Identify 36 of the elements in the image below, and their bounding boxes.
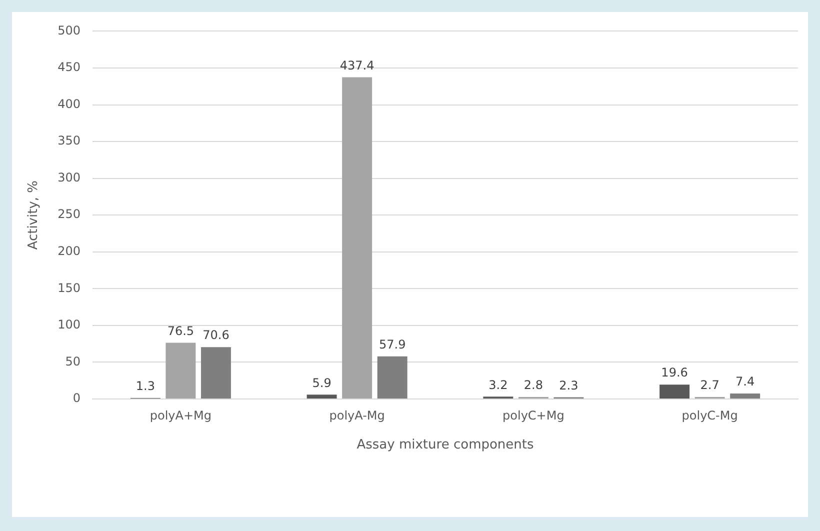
bar	[200, 347, 231, 398]
y-tick-label: 400	[58, 96, 81, 111]
data-label: 57.9	[378, 338, 406, 352]
data-label: 5.9	[312, 376, 332, 390]
y-tick-label: 0	[72, 391, 81, 406]
y-tick-label: 500	[58, 23, 81, 38]
x-tick-label: polyC-Mg	[682, 408, 738, 422]
y-axis-title: Activity, %	[26, 180, 42, 250]
bar	[342, 77, 372, 398]
data-label: 437.4	[340, 58, 374, 72]
bar	[377, 356, 408, 398]
x-tick-label: polyC+Mg	[502, 408, 564, 422]
bar	[166, 342, 196, 398]
data-label: 2.3	[559, 378, 578, 392]
data-label: 2.8	[524, 378, 543, 392]
data-label: 1.3	[136, 379, 155, 394]
y-tick-label: 450	[58, 60, 81, 74]
data-label: 7.4	[736, 374, 755, 389]
data-label: 3.2	[488, 378, 508, 392]
y-tick-label: 100	[58, 318, 81, 332]
x-axis-title: Assay mixture components	[356, 438, 534, 453]
bar	[730, 394, 760, 398]
x-tick-label: polyA-Mg	[329, 408, 385, 422]
y-tick-label: 200	[58, 244, 81, 258]
y-tick-label: 250	[58, 207, 81, 222]
y-tick-label: 150	[58, 280, 81, 295]
y-tick-label: 50	[65, 354, 81, 368]
data-label: 2.7	[700, 378, 720, 392]
y-tick-label: 350	[58, 134, 81, 148]
x-tick-label: polyA+Mg	[150, 408, 212, 422]
data-label: 76.5	[167, 324, 194, 338]
bar	[660, 384, 690, 398]
bar	[306, 394, 337, 398]
y-tick-label: 300	[58, 170, 81, 184]
data-label: 70.6	[202, 328, 230, 342]
data-label: 19.6	[661, 366, 688, 380]
